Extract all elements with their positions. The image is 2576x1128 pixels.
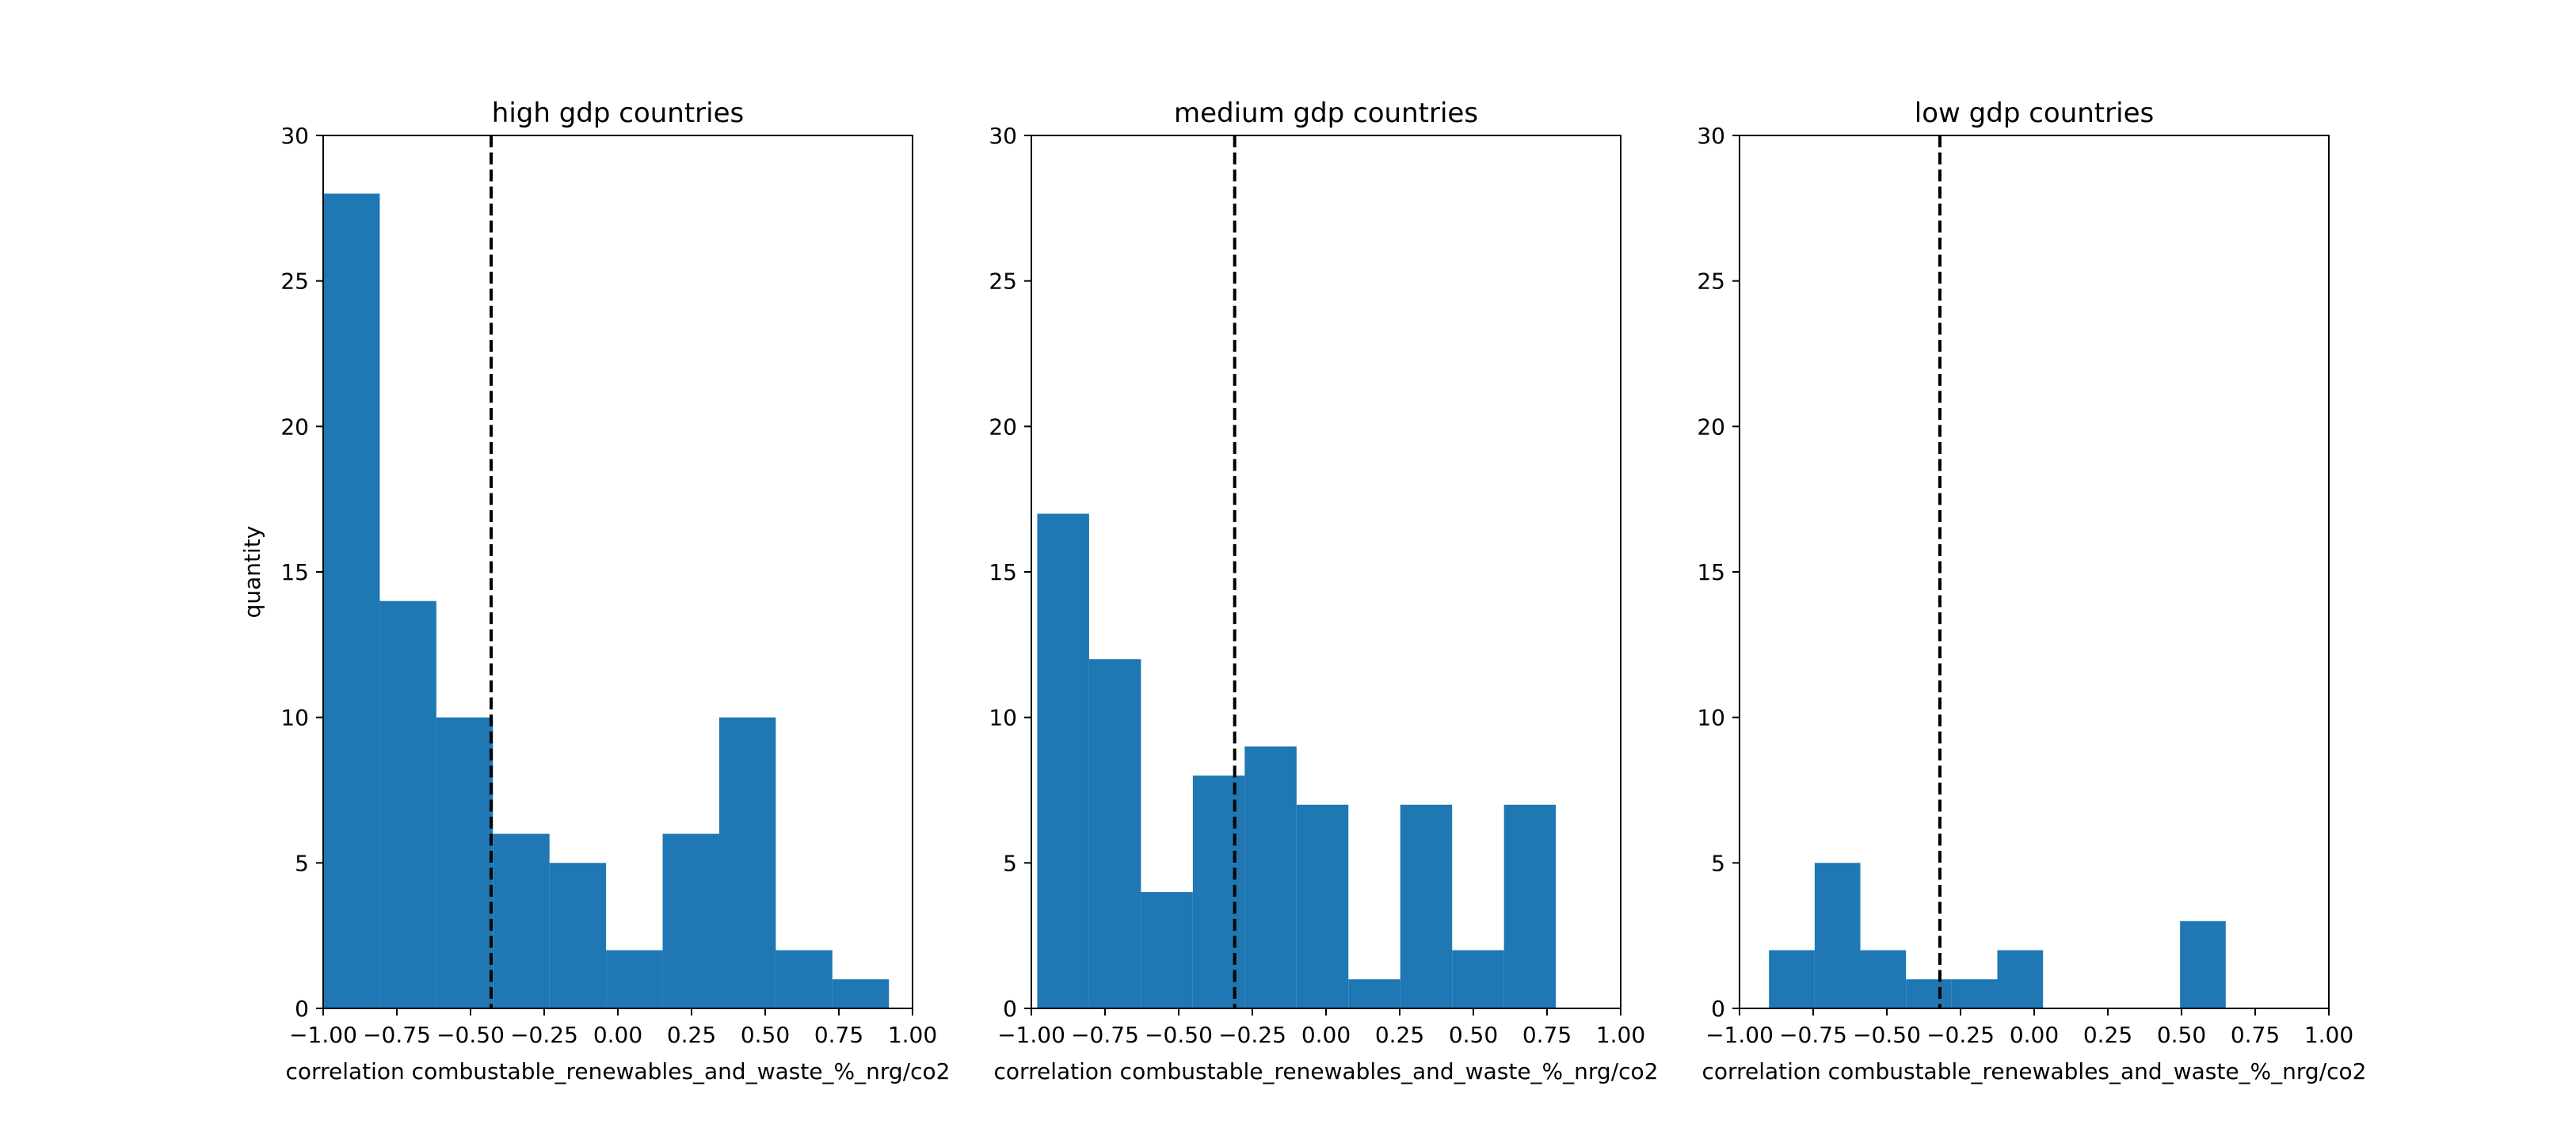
y-tick-label: 20: [280, 413, 309, 440]
histogram-bar: [606, 950, 663, 1008]
histogram-bar: [1951, 979, 1998, 1008]
x-tick-label: −0.75: [1071, 1022, 1139, 1048]
y-tick-label: 0: [1003, 996, 1017, 1022]
y-tick-label: 15: [280, 559, 309, 585]
x-tick-label: −0.50: [436, 1022, 505, 1048]
y-tick-label: 5: [295, 850, 309, 876]
x-tick-label: −0.75: [1779, 1022, 1847, 1048]
histogram-bar: [1906, 979, 1952, 1008]
histogram-panel-2: −1.00 −0.75 −0.50 −0.25 0.00 0.25 0.50 0.75 1.00…: [989, 97, 1658, 1084]
y-tick-label: 5: [1711, 850, 1725, 876]
histogram-bar: [493, 833, 550, 1008]
x-tick-label: 0.00: [1301, 1022, 1351, 1048]
x-tick-label: −1.00: [1705, 1022, 1774, 1048]
x-tick-label: 0.50: [2157, 1022, 2206, 1048]
histogram-bar: [1503, 804, 1557, 1008]
y-axis-label: quantity: [239, 526, 265, 619]
y-tick-label: 25: [280, 269, 309, 295]
x-tick-label: −0.25: [1218, 1022, 1286, 1048]
x-tick-label: 0.50: [1449, 1022, 1498, 1048]
histogram-bar: [1296, 804, 1349, 1008]
histogram-bar: [1997, 950, 2044, 1008]
histogram-bar: [2180, 920, 2226, 1008]
histogram-bar: [1088, 659, 1141, 1008]
histogram-bar: [1860, 950, 1907, 1008]
y-tick-label: 10: [989, 705, 1017, 731]
y-tick-label: 25: [1697, 269, 1725, 295]
histogram-bar: [832, 979, 890, 1008]
histogram-bar: [436, 717, 493, 1008]
histogram-panel-1: −1.00 −0.75 −0.50 −0.25 0.00 0.25 0.50 0.75 1.00…: [239, 97, 950, 1084]
x-axis-label: correlation combustable_renewables_and_w…: [994, 1058, 1659, 1084]
x-tick-label: 1.00: [888, 1022, 937, 1048]
y-tick-label: 30: [1697, 123, 1725, 149]
histogram-bar: [662, 833, 719, 1008]
x-tick-label: −1.00: [997, 1022, 1065, 1048]
y-tick-label: 15: [1697, 559, 1725, 585]
x-tick-label: 0.25: [2083, 1022, 2132, 1048]
x-tick-label: 0.00: [2010, 1022, 2059, 1048]
histogram-bar: [1037, 513, 1089, 1008]
x-tick-label: 0.50: [741, 1022, 790, 1048]
histogram-bar: [1348, 979, 1400, 1008]
histogram-bar: [379, 600, 436, 1008]
x-tick-label: 0.00: [593, 1022, 642, 1048]
x-tick-label: −1.00: [289, 1022, 357, 1048]
y-tick-label: 25: [989, 269, 1017, 295]
x-tick-label: 0.25: [1375, 1022, 1424, 1048]
histogram-bar: [1244, 746, 1297, 1008]
y-tick-label: 20: [1697, 413, 1725, 440]
x-tick-label: −0.50: [1853, 1022, 1921, 1048]
histogram-bar: [1814, 863, 1861, 1008]
y-tick-label: 10: [1697, 705, 1725, 731]
histogram-panel-3: −1.00 −0.75 −0.50 −0.25 0.00 0.25 0.50 0.75 1.00…: [1697, 97, 2366, 1084]
y-tick-label: 0: [295, 996, 309, 1022]
panel-title: high gdp countries: [492, 97, 744, 129]
histogram-bar: [1141, 892, 1193, 1008]
histogram-bar: [549, 863, 607, 1008]
x-tick-label: 0.75: [1522, 1022, 1572, 1048]
y-tick-label: 20: [989, 413, 1017, 440]
x-tick-label: 1.00: [1596, 1022, 1645, 1048]
y-tick-label: 15: [989, 559, 1017, 585]
histogram-bar: [775, 950, 833, 1008]
histogram-bar: [1192, 776, 1245, 1008]
y-tick-label: 5: [1003, 850, 1017, 876]
y-tick-label: 30: [989, 123, 1017, 149]
histogram-bar: [718, 717, 776, 1008]
x-tick-label: 0.75: [814, 1022, 863, 1048]
histogram-bar: [323, 193, 380, 1008]
histogram-bar: [1769, 950, 1815, 1008]
x-axis-label: correlation combustable_renewables_and_w…: [1702, 1058, 2367, 1084]
x-tick-label: −0.75: [363, 1022, 431, 1048]
y-tick-label: 30: [280, 123, 309, 149]
panel-title: medium gdp countries: [1174, 97, 1478, 129]
x-tick-label: 0.25: [667, 1022, 716, 1048]
x-tick-label: −0.25: [510, 1022, 578, 1048]
x-tick-label: −0.50: [1145, 1022, 1213, 1048]
panel-title: low gdp countries: [1915, 97, 2154, 129]
histogram-bar: [1452, 950, 1504, 1008]
x-tick-label: 1.00: [2304, 1022, 2353, 1048]
x-tick-label: −0.25: [1926, 1022, 1995, 1048]
y-tick-label: 10: [280, 705, 309, 731]
x-tick-label: 0.75: [2231, 1022, 2280, 1048]
x-axis-label: correlation combustable_renewables_and_w…: [286, 1058, 951, 1084]
y-tick-label: 0: [1711, 996, 1725, 1022]
histogram-bar: [1400, 804, 1453, 1008]
